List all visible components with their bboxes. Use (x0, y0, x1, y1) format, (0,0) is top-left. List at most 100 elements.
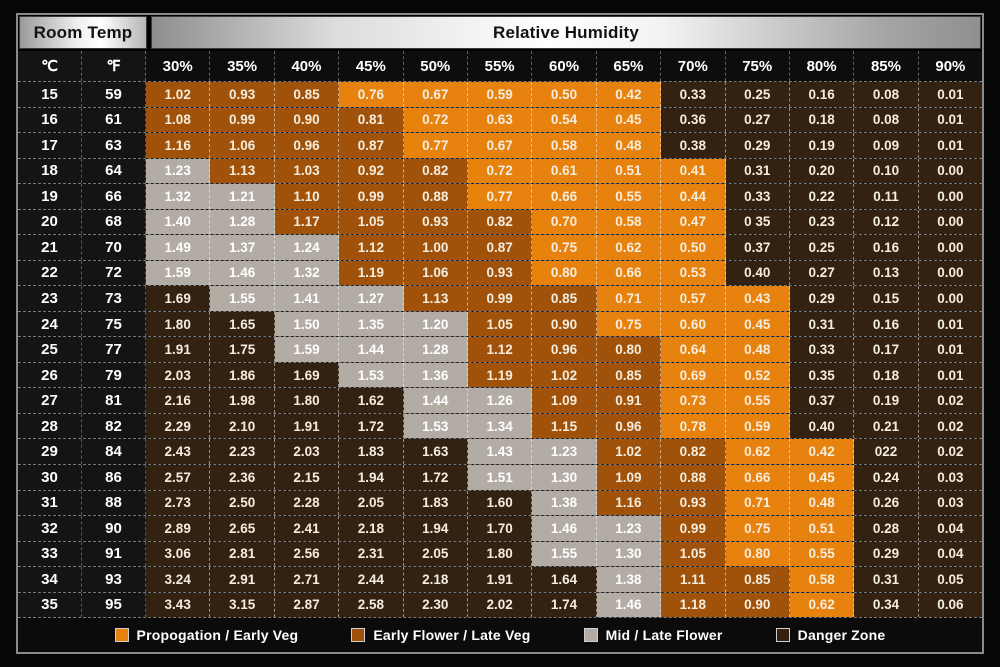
temp-f-cell: 70 (82, 235, 146, 260)
temp-c-cell: 29 (18, 439, 82, 464)
vpd-cell: 1.35 (339, 311, 404, 337)
vpd-cell: 1.30 (596, 541, 662, 567)
table-row: 33 91 3.06 2.81 2.56 2.31 2.05 1.80 1.55 1.30 1.05… (18, 541, 983, 568)
vpd-cell: 1.53 (339, 362, 404, 388)
vpd-cell: 0.40 (725, 260, 790, 286)
table-row: 32 90 2.89 2.65 2.41 2.18 1.94 1.70 1.46 1.23 0.99… (18, 516, 983, 542)
vpd-cell: 0.96 (596, 413, 662, 439)
vpd-cell: 0.80 (725, 541, 790, 567)
vpd-cell: 0.80 (596, 337, 662, 362)
vpd-cell: 1.70 (467, 516, 533, 541)
vpd-cell: 0.00 (918, 158, 983, 184)
vpd-cell: 1.44 (403, 388, 468, 413)
vpd-cell: 3.24 (146, 567, 211, 592)
vpd-cell: 0.54 (532, 107, 597, 133)
vpd-cell: 0.48 (789, 490, 855, 516)
vpd-cell: 0.48 (725, 337, 790, 362)
vpd-cell: 0.72 (403, 107, 468, 133)
vpd-cell: 2.03 (274, 439, 340, 464)
vpd-cell: 2.10 (210, 413, 275, 439)
vpd-cell: 0.01 (918, 107, 983, 133)
vpd-cell: 0.09 (854, 133, 919, 158)
vpd-cell: 0.40 (789, 413, 855, 439)
vpd-cell: 0.62 (789, 592, 855, 618)
vpd-cell: 2.03 (146, 362, 211, 388)
vpd-cell: 1.74 (532, 592, 597, 618)
vpd-chart-table: Room Temp Relative Humidity ℃ ℉ 30% 35% 40… (16, 13, 984, 654)
vpd-cell: 1.12 (339, 235, 404, 260)
vpd-cell: 2.30 (403, 592, 468, 618)
vpd-cell: 1.83 (339, 439, 404, 464)
vpd-cell: 0.57 (661, 286, 726, 311)
temp-c-cell: 18 (18, 158, 82, 184)
vpd-cell: 0.16 (789, 82, 855, 107)
vpd-cell: 0.10 (854, 158, 919, 184)
vpd-cell: 0.36 (661, 107, 726, 133)
vpd-cell: 0.00 (918, 209, 983, 235)
vpd-cell: 0.31 (725, 158, 790, 184)
vpd-cell: 1.11 (661, 567, 726, 592)
vpd-cell: 0.20 (789, 158, 855, 184)
vpd-cell: 1.19 (467, 362, 533, 388)
vpd-cell: 1.27 (339, 286, 404, 311)
vpd-cell: 0.63 (467, 107, 533, 133)
vpd-cell: 0.69 (661, 362, 726, 388)
vpd-cell: 2.02 (467, 592, 533, 618)
temp-c-cell: 20 (18, 209, 82, 235)
vpd-cell: 0.82 (467, 209, 533, 235)
vpd-cell: 0.01 (918, 362, 983, 388)
temp-c-cell: 24 (18, 311, 82, 337)
vpd-cell: 1.94 (403, 516, 468, 541)
vpd-cell: 0.06 (918, 592, 983, 618)
vpd-cell: 0.85 (596, 362, 662, 388)
vpd-cell: 3.43 (146, 592, 211, 618)
vpd-cell: 1.91 (467, 567, 533, 592)
vpd-cell: 0.12 (854, 209, 919, 235)
column-header-fahrenheit: ℉ (82, 51, 146, 81)
vpd-cell: 0.01 (918, 311, 983, 337)
temp-f-cell: 61 (82, 107, 146, 133)
vpd-cell: 1.64 (532, 567, 597, 592)
vpd-cell: 1.15 (532, 413, 597, 439)
vpd-cell: 022 (854, 439, 919, 464)
table-row: 27 81 2.16 1.98 1.80 1.62 1.44 1.26 1.09 0.91 0.73… (18, 388, 983, 414)
table-row: 31 88 2.73 2.50 2.28 2.05 1.83 1.60 1.38 1.16 0.93… (18, 490, 983, 517)
temp-f-cell: 84 (82, 439, 146, 464)
vpd-cell: 1.80 (146, 311, 211, 337)
vpd-cell: 1.65 (210, 311, 275, 337)
vpd-cell: 1.02 (532, 362, 597, 388)
vpd-cell: 1.46 (596, 592, 662, 618)
vpd-cell: 0.45 (789, 464, 855, 490)
vpd-cell: 1.37 (210, 235, 275, 260)
vpd-cell: 2.89 (146, 516, 211, 541)
vpd-cell: 0.31 (854, 567, 919, 592)
vpd-cell: 1.17 (274, 209, 340, 235)
vpd-cell: 0.53 (661, 260, 726, 286)
vpd-cell: 1.05 (467, 311, 533, 337)
temp-c-cell: 17 (18, 133, 82, 158)
legend-label: Danger Zone (797, 627, 886, 643)
vpd-cell: 1.00 (403, 235, 468, 260)
vpd-cell: 2.71 (274, 567, 340, 592)
vpd-cell: 1.80 (274, 388, 340, 413)
vpd-cell: 1.62 (339, 388, 404, 413)
vpd-cell: 0.60 (661, 311, 726, 337)
table-row: 22 72 1.59 1.46 1.32 1.19 1.06 0.93 0.80 0.66 0.53… (18, 260, 983, 287)
column-header-humidity: 60% (532, 51, 597, 81)
vpd-cell: 2.31 (339, 541, 404, 567)
temp-f-cell: 77 (82, 337, 146, 362)
vpd-cell: 0.25 (725, 82, 790, 107)
legend-label: Early Flower / Late Veg (373, 627, 531, 643)
vpd-cell: 0.13 (854, 260, 919, 286)
vpd-cell: 0.51 (596, 158, 662, 184)
temp-c-cell: 34 (18, 567, 82, 592)
vpd-cell: 1.06 (210, 133, 275, 158)
vpd-cell: 0.28 (854, 516, 919, 541)
temp-f-cell: 73 (82, 286, 146, 311)
vpd-cell: 0.29 (854, 541, 919, 567)
vpd-cell: 0.93 (403, 209, 468, 235)
vpd-cell: 1.38 (532, 490, 597, 516)
temp-f-cell: 68 (82, 209, 146, 235)
vpd-cell: 0.59 (725, 413, 790, 439)
vpd-cell: 0.45 (725, 311, 790, 337)
